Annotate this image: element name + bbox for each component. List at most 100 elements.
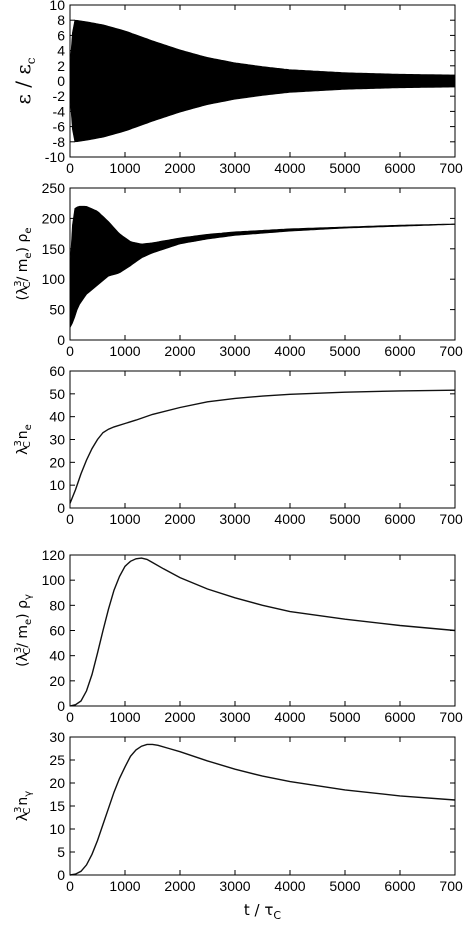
y-tick-label: 0 — [57, 73, 65, 89]
y-tick-label: 10 — [49, 821, 65, 837]
y-tick-label: 20 — [49, 673, 65, 689]
y-tick-label: 150 — [42, 241, 66, 257]
x-tick-label: 2000 — [164, 511, 195, 527]
y-tick-label: 10 — [49, 477, 65, 493]
y-axis-label-part: (λ — [15, 287, 31, 301]
y-axis-label-part: 3 — [13, 440, 24, 446]
y-axis-label-part: 3 — [13, 280, 24, 286]
x-axis-label-part: C — [273, 909, 281, 922]
plot-frame — [69, 187, 456, 341]
y-tick-label: 50 — [49, 302, 65, 318]
y-axis-label-part: C — [22, 648, 33, 655]
y-axis-label-part: γ — [23, 791, 34, 797]
series-line-1 — [69, 389, 456, 504]
x-tick-label: 0 — [66, 511, 74, 527]
y-tick-label: 25 — [49, 752, 65, 768]
x-tick-label: 4000 — [274, 343, 305, 359]
x-tick-label: 6000 — [384, 511, 415, 527]
y-tick-label: 30 — [49, 432, 65, 448]
y-axis-label: (λ3C/ me) ρe — [13, 227, 34, 300]
x-tick-label: 0 — [66, 160, 74, 176]
x-tick-label: 3000 — [219, 160, 250, 176]
x-tick-label: 1000 — [109, 511, 140, 527]
y-axis-label-part: (λ — [15, 653, 31, 667]
x-tick-label: 4000 — [274, 878, 305, 894]
plot-frame — [69, 554, 456, 707]
y-tick-label: 40 — [49, 409, 65, 425]
y-tick-label: 200 — [42, 210, 66, 226]
y-tick-label: -10 — [45, 149, 65, 165]
x-axis-label: t / τC — [244, 901, 282, 922]
y-axis-label-part: e — [23, 252, 34, 258]
x-tick-label: 5000 — [329, 343, 360, 359]
plot-frame — [69, 736, 456, 876]
y-tick-label: 5 — [57, 844, 65, 860]
y-axis-label-part: C — [22, 808, 33, 815]
y-axis-label-part: / m — [15, 625, 31, 648]
y-tick-label: -4 — [53, 103, 66, 119]
y-tick-label: 60 — [49, 623, 65, 639]
y-axis-label-part: / m — [15, 259, 31, 282]
y-axis-label-part: ε / ε — [11, 64, 35, 104]
x-tick-label: 2000 — [164, 160, 195, 176]
y-tick-label: 50 — [49, 386, 65, 402]
y-axis-label-part: ) ρ — [15, 600, 31, 619]
y-tick-label: 15 — [49, 798, 65, 814]
y-tick-label: -6 — [53, 119, 66, 135]
y-axis-label: λ3Cnγ — [13, 791, 34, 822]
y-axis-label: ε / εc — [11, 57, 38, 104]
y-tick-label: 60 — [49, 363, 65, 379]
y-axis-label-part: λ — [15, 447, 31, 455]
y-axis-label: (λ3C/ me) ργ — [13, 594, 34, 667]
y-tick-label: 2 — [57, 58, 65, 74]
y-tick-label: 8 — [57, 12, 65, 28]
y-axis-label-part: e — [23, 227, 34, 233]
y-tick-label: 30 — [49, 729, 65, 745]
x-tick-label: 6000 — [384, 709, 415, 725]
y-tick-label: 0 — [57, 867, 65, 883]
y-axis-label-part: n — [15, 797, 31, 806]
series-line-1 — [69, 557, 456, 707]
y-tick-label: 6 — [57, 27, 65, 43]
y-tick-label: 100 — [42, 572, 66, 588]
oscillation-band — [69, 19, 456, 143]
x-tick-label: 1000 — [109, 343, 140, 359]
x-tick-label: 4000 — [274, 160, 305, 176]
y-axis-label-part: e — [23, 619, 34, 625]
x-tick-label: 2000 — [164, 709, 195, 725]
x-tick-label: 5000 — [329, 511, 360, 527]
y-axis-label-part: c — [24, 57, 38, 64]
x-tick-label: 6000 — [384, 878, 415, 894]
y-axis-label-part: 3 — [13, 647, 24, 653]
y-tick-label: 20 — [49, 775, 65, 791]
y-axis-label-part: γ — [23, 594, 34, 600]
x-tick-label: 3000 — [219, 878, 250, 894]
y-tick-label: 0 — [57, 332, 65, 348]
y-tick-label: 40 — [49, 648, 65, 664]
x-tick-label: 1000 — [109, 160, 140, 176]
y-axis-label: λ3Cne — [13, 424, 34, 455]
y-tick-label: 10 — [49, 0, 65, 13]
x-tick-label: 0 — [66, 343, 74, 359]
y-tick-label: 100 — [42, 271, 66, 287]
y-tick-label: 20 — [49, 454, 65, 470]
y-tick-label: 80 — [49, 597, 65, 613]
y-tick-label: 250 — [42, 180, 66, 196]
x-tick-label: 1000 — [109, 878, 140, 894]
x-axis-label-part: t / τ — [244, 901, 274, 919]
series-line-1 — [69, 743, 456, 876]
y-axis-label-part: e — [23, 424, 34, 430]
y-axis-label-part: C — [22, 281, 33, 288]
y-tick-label: 0 — [57, 698, 65, 714]
y-tick-label: -2 — [53, 88, 66, 104]
